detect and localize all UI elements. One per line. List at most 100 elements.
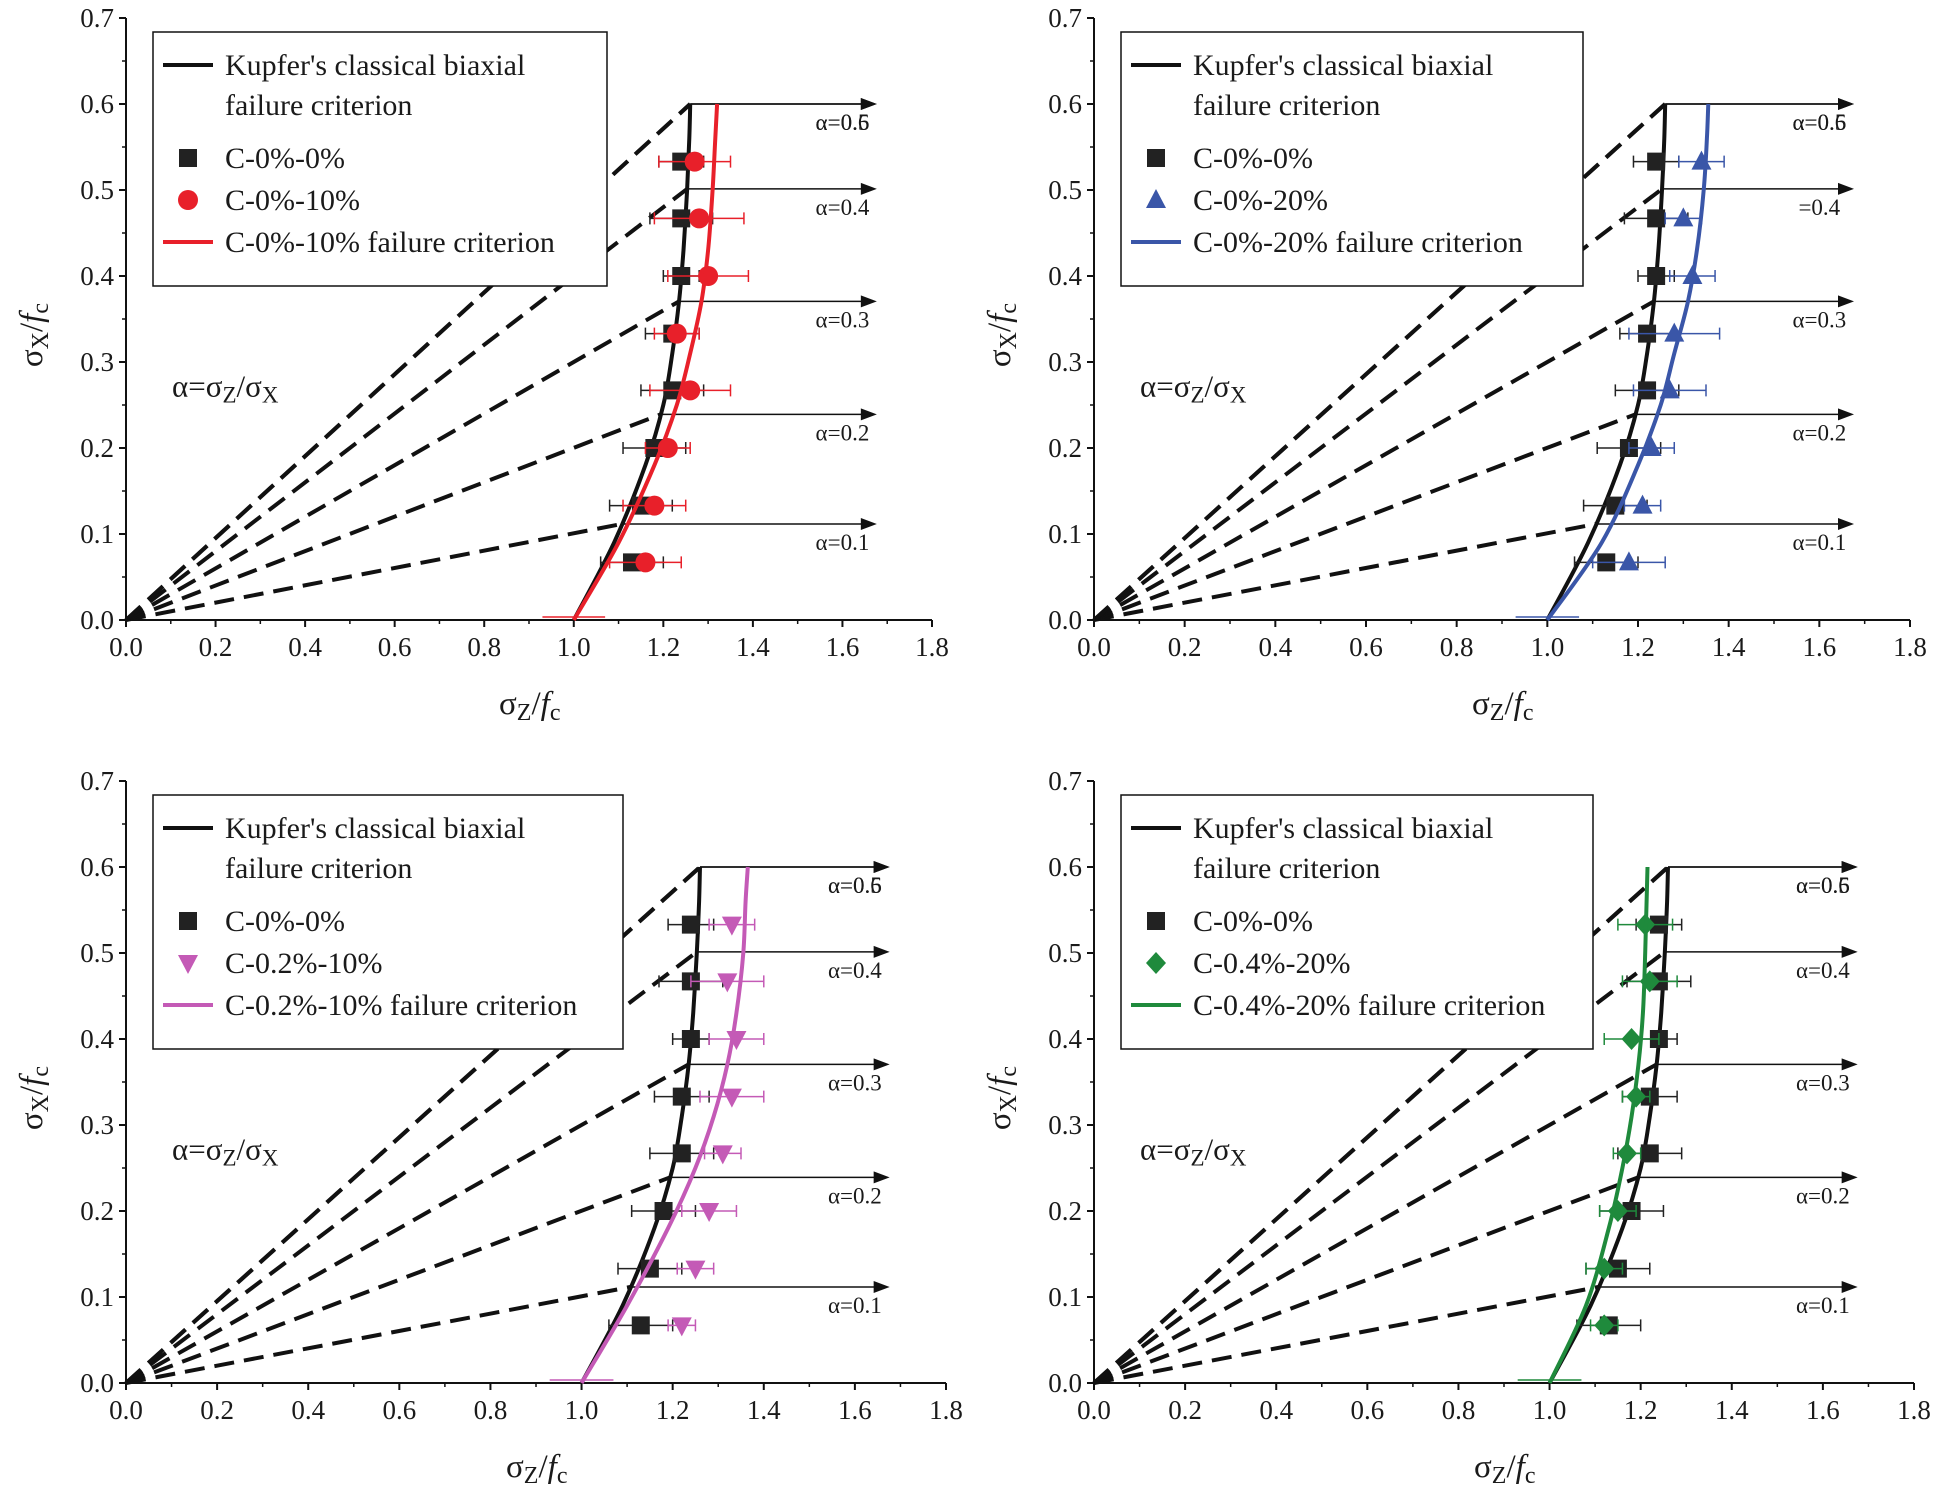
alpha-label: α=0.2 [1796,1183,1850,1208]
alpha-ratio-line [125,1062,690,1385]
x-tick-label: 1.2 [646,632,680,662]
alpha-arrowhead [860,182,877,195]
alpha-equation-part: /σ [1205,368,1231,403]
legend-specimen-label: C-0%-10% [225,184,360,217]
x-tick-label: 0.4 [1259,1395,1293,1425]
alpha-ratio-line [1093,412,1636,622]
data-point [1594,1314,1615,1337]
alpha-arrowhead [873,861,890,873]
data-point [635,552,656,573]
x-tick-label: 0.0 [109,632,143,662]
x-axis-label: σZ/fc [506,1449,567,1489]
alpha-label: α=0.6 [1796,873,1850,898]
y-axis-label-part: σ [14,1112,50,1130]
y-tick-label: 0.2 [80,1196,114,1226]
legend-kupfer-label: Kupfer's classical biaxial [225,49,525,82]
y-tick-label: 0.4 [80,1024,114,1054]
data-point [631,1316,650,1335]
chart-panel-bottom-right: 0.0 0.2 0.4 0.6 0.8 1.0 1.2 1.4 1.6 1.8 0.0 0.1 0.2 0… [982,766,1931,1489]
legend-specimen-label: C-0%-20% [1193,184,1328,217]
alpha-ratio-line [125,1285,631,1385]
x-tick-label: 0.8 [1440,632,1474,662]
alpha-label: α=0.4 [1796,958,1850,983]
alpha-equation-part: Z [1190,1145,1204,1170]
alpha-label: α=0.3 [1792,307,1846,332]
data-point [1691,150,1712,170]
y-tick-label: 0.4 [80,261,114,291]
y-tick-label: 0.7 [1048,3,1082,33]
x-tick-label: 0.6 [1350,1395,1384,1425]
x-tick-label: 0.8 [467,632,501,662]
y-axis-label-part: c [28,303,54,314]
x-tick-label: 0.4 [288,632,322,662]
x-axis-label-part: Z [524,1463,539,1489]
data-point [699,1203,720,1222]
x-axis-label-part: c [1523,700,1534,726]
y-axis-label-part: c [28,1066,54,1077]
alpha-equation: α=σZ/σX [172,1131,279,1170]
y-axis-label-part: X [996,1095,1022,1112]
x-tick-label: 1.6 [1806,1395,1840,1425]
chart-panel-bottom-left: 0.0 0.2 0.4 0.6 0.8 1.0 1.2 1.4 1.6 1.8 0.0 0.1 0.2 0… [14,766,963,1489]
alpha-arrowhead [1841,1171,1858,1184]
y-tick-label: 0.6 [80,89,114,119]
alpha-equation: α=σZ/σX [172,368,279,407]
alpha-arrowhead [1841,1281,1858,1294]
x-axis-label-part: Z [1492,1463,1507,1489]
legend-marker-reference [1147,149,1165,167]
x-axis-label-part: σ [506,1449,524,1485]
x-tick-label: 1.0 [1530,632,1564,662]
alpha-ratio-line [125,299,681,622]
y-axis-label-part: σ [982,349,1018,367]
alpha-arrowhead [860,295,877,308]
data-point [685,1260,706,1280]
failure-criterion-curve [579,866,750,1385]
data-point [666,323,687,344]
legend-marker-reference [179,912,197,930]
x-tick-label: 0.6 [378,632,412,662]
alpha-ratio-line [1093,1175,1639,1385]
legend: Kupfer's classical biaxial failure criter… [152,31,608,287]
y-tick-label: 0.3 [80,347,114,377]
y-axis-label: σX/fc [982,303,1022,367]
y-axis-label: σX/fc [14,303,54,367]
x-tick-label: 1.4 [1715,1395,1749,1425]
y-tick-label: 0.3 [1048,347,1082,377]
legend-box [152,31,608,287]
legend-reference-label: C-0%-0% [1193,142,1313,175]
y-tick-label: 0.2 [80,433,114,463]
chart-panel-top-right: 0.0 0.2 0.4 0.6 0.8 1.0 1.2 1.4 1.6 1.8 0.0 0.1 0.2 0… [982,3,1927,726]
alpha-equation-part: /σ [237,1131,263,1166]
y-tick-label: 0.1 [1048,1282,1082,1312]
legend: Kupfer's classical biaxial failure criter… [152,794,624,1050]
x-tick-label: 1.8 [1893,632,1927,662]
x-tick-label: 0.2 [199,632,233,662]
alpha-equation-part: α=σ [1140,368,1191,403]
x-axis-label-part: σ [1472,686,1490,722]
alpha-label: α=0.6 [828,873,882,898]
data-point [689,208,710,229]
data-point [681,915,700,934]
alpha-arrowhead [1841,861,1858,873]
data-point [1647,267,1666,285]
x-axis-label-part: σ [1474,1449,1492,1485]
y-tick-label: 0.7 [80,766,114,796]
alpha-label: α=0.4 [816,195,870,220]
y-tick-label: 0.1 [1048,519,1082,549]
data-point [672,1144,691,1163]
data-point [684,151,705,172]
alpha-arrowhead [860,518,877,531]
x-tick-label: 0.4 [291,1395,325,1425]
x-axis-label-part: c [557,1463,568,1489]
y-tick-label: 0.1 [80,1282,114,1312]
alpha-equation: α=σZ/σX [1140,368,1247,407]
data-point [671,1317,692,1337]
alpha-arrowhead [1838,518,1854,531]
y-axis-label: σX/fc [982,1066,1022,1130]
legend-marker-specimen [1146,189,1166,208]
alpha-ratio-line [125,412,662,622]
y-tick-label: 0.5 [80,175,114,205]
y-tick-label: 0.6 [80,852,114,882]
x-tick-label: 0.2 [1168,632,1202,662]
data-point [672,1087,691,1106]
